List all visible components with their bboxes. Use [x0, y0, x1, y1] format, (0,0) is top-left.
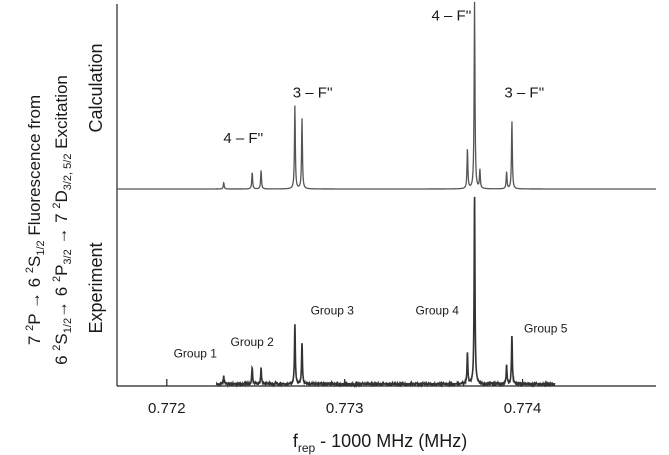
peak-annotation: 4 – F'' — [223, 130, 263, 147]
group-annotation: Group 5 — [524, 322, 568, 336]
experiment-panel: Experiment Group 1 Group 2 Group 3 Group 4 Gr… — [86, 196, 568, 388]
series-line-calculation — [117, 1, 656, 190]
series-line-experiment — [215, 196, 556, 388]
peak-annotation: 3 – F'' — [504, 84, 544, 101]
x-tick-label: 0.772 — [148, 400, 186, 417]
group-annotation: Group 2 — [231, 335, 275, 349]
x-axis-label: frep - 1000 MHz (MHz) — [293, 431, 467, 455]
panel-label: Calculation — [86, 43, 106, 132]
group-annotation: Group 3 — [311, 304, 355, 318]
y-axis-label-line2: 6 2S1/2→ 6 2P3/2 → 7 2D3/2, 5/2 Excitati… — [51, 75, 74, 365]
y-axis-label-line1: 7 2P → 6 2S1/2 Fluorescence from — [24, 95, 47, 345]
x-tick-label: 0.773 — [326, 400, 364, 417]
group-annotation: Group 4 — [416, 304, 460, 318]
group-annotation: Group 1 — [174, 346, 218, 360]
calculation-panel: Calculation 4 – F'' 3 – F'' 4 – F'' 3 – F'' — [86, 1, 656, 190]
panel-label: Experiment — [86, 242, 106, 333]
labels: frep - 1000 MHz (MHz) 7 2P → 6 2S1/2 Fluo… — [24, 75, 467, 455]
x-tick-label: 0.774 — [504, 400, 542, 417]
peak-annotation: 3 – F'' — [293, 84, 333, 101]
peak-annotation: 4 – F'' — [431, 8, 471, 25]
axes: 0.772 0.773 0.774 — [116, 4, 656, 417]
